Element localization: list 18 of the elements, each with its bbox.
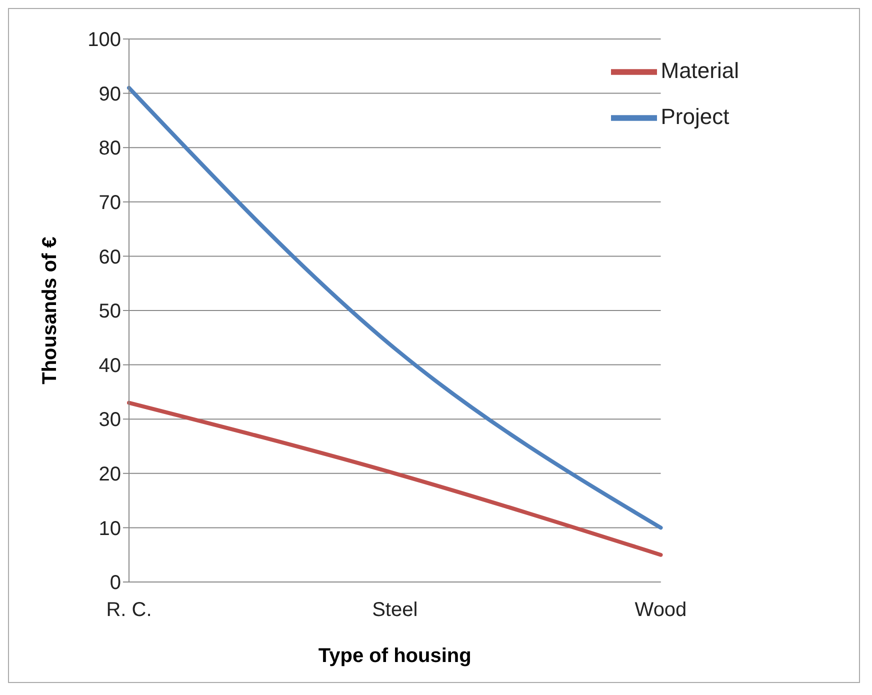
- x-tick-label: R. C.: [106, 599, 152, 622]
- y-tick-label: 90: [98, 83, 121, 106]
- y-tick-label: 80: [98, 138, 121, 160]
- x-tick-label: Steel: [372, 599, 418, 622]
- legend-label: Material: [660, 58, 739, 83]
- y-tick-label: 70: [98, 192, 121, 214]
- y-tick-label: 20: [98, 464, 121, 486]
- y-tick-label: 60: [98, 246, 121, 268]
- y-tick-label: 30: [98, 409, 121, 432]
- x-axis-title: Type of housing: [318, 645, 472, 667]
- y-tick-label: 0: [110, 572, 121, 594]
- y-tick-label: 50: [98, 300, 121, 323]
- y-tick-label: 40: [98, 354, 121, 377]
- legend-label: Project: [660, 104, 730, 129]
- x-tick-label: Wood: [634, 599, 687, 622]
- y-axis-title: Thousands of €: [39, 236, 62, 384]
- y-tick-label: 10: [98, 518, 121, 540]
- y-tick-label: 100: [88, 29, 121, 52]
